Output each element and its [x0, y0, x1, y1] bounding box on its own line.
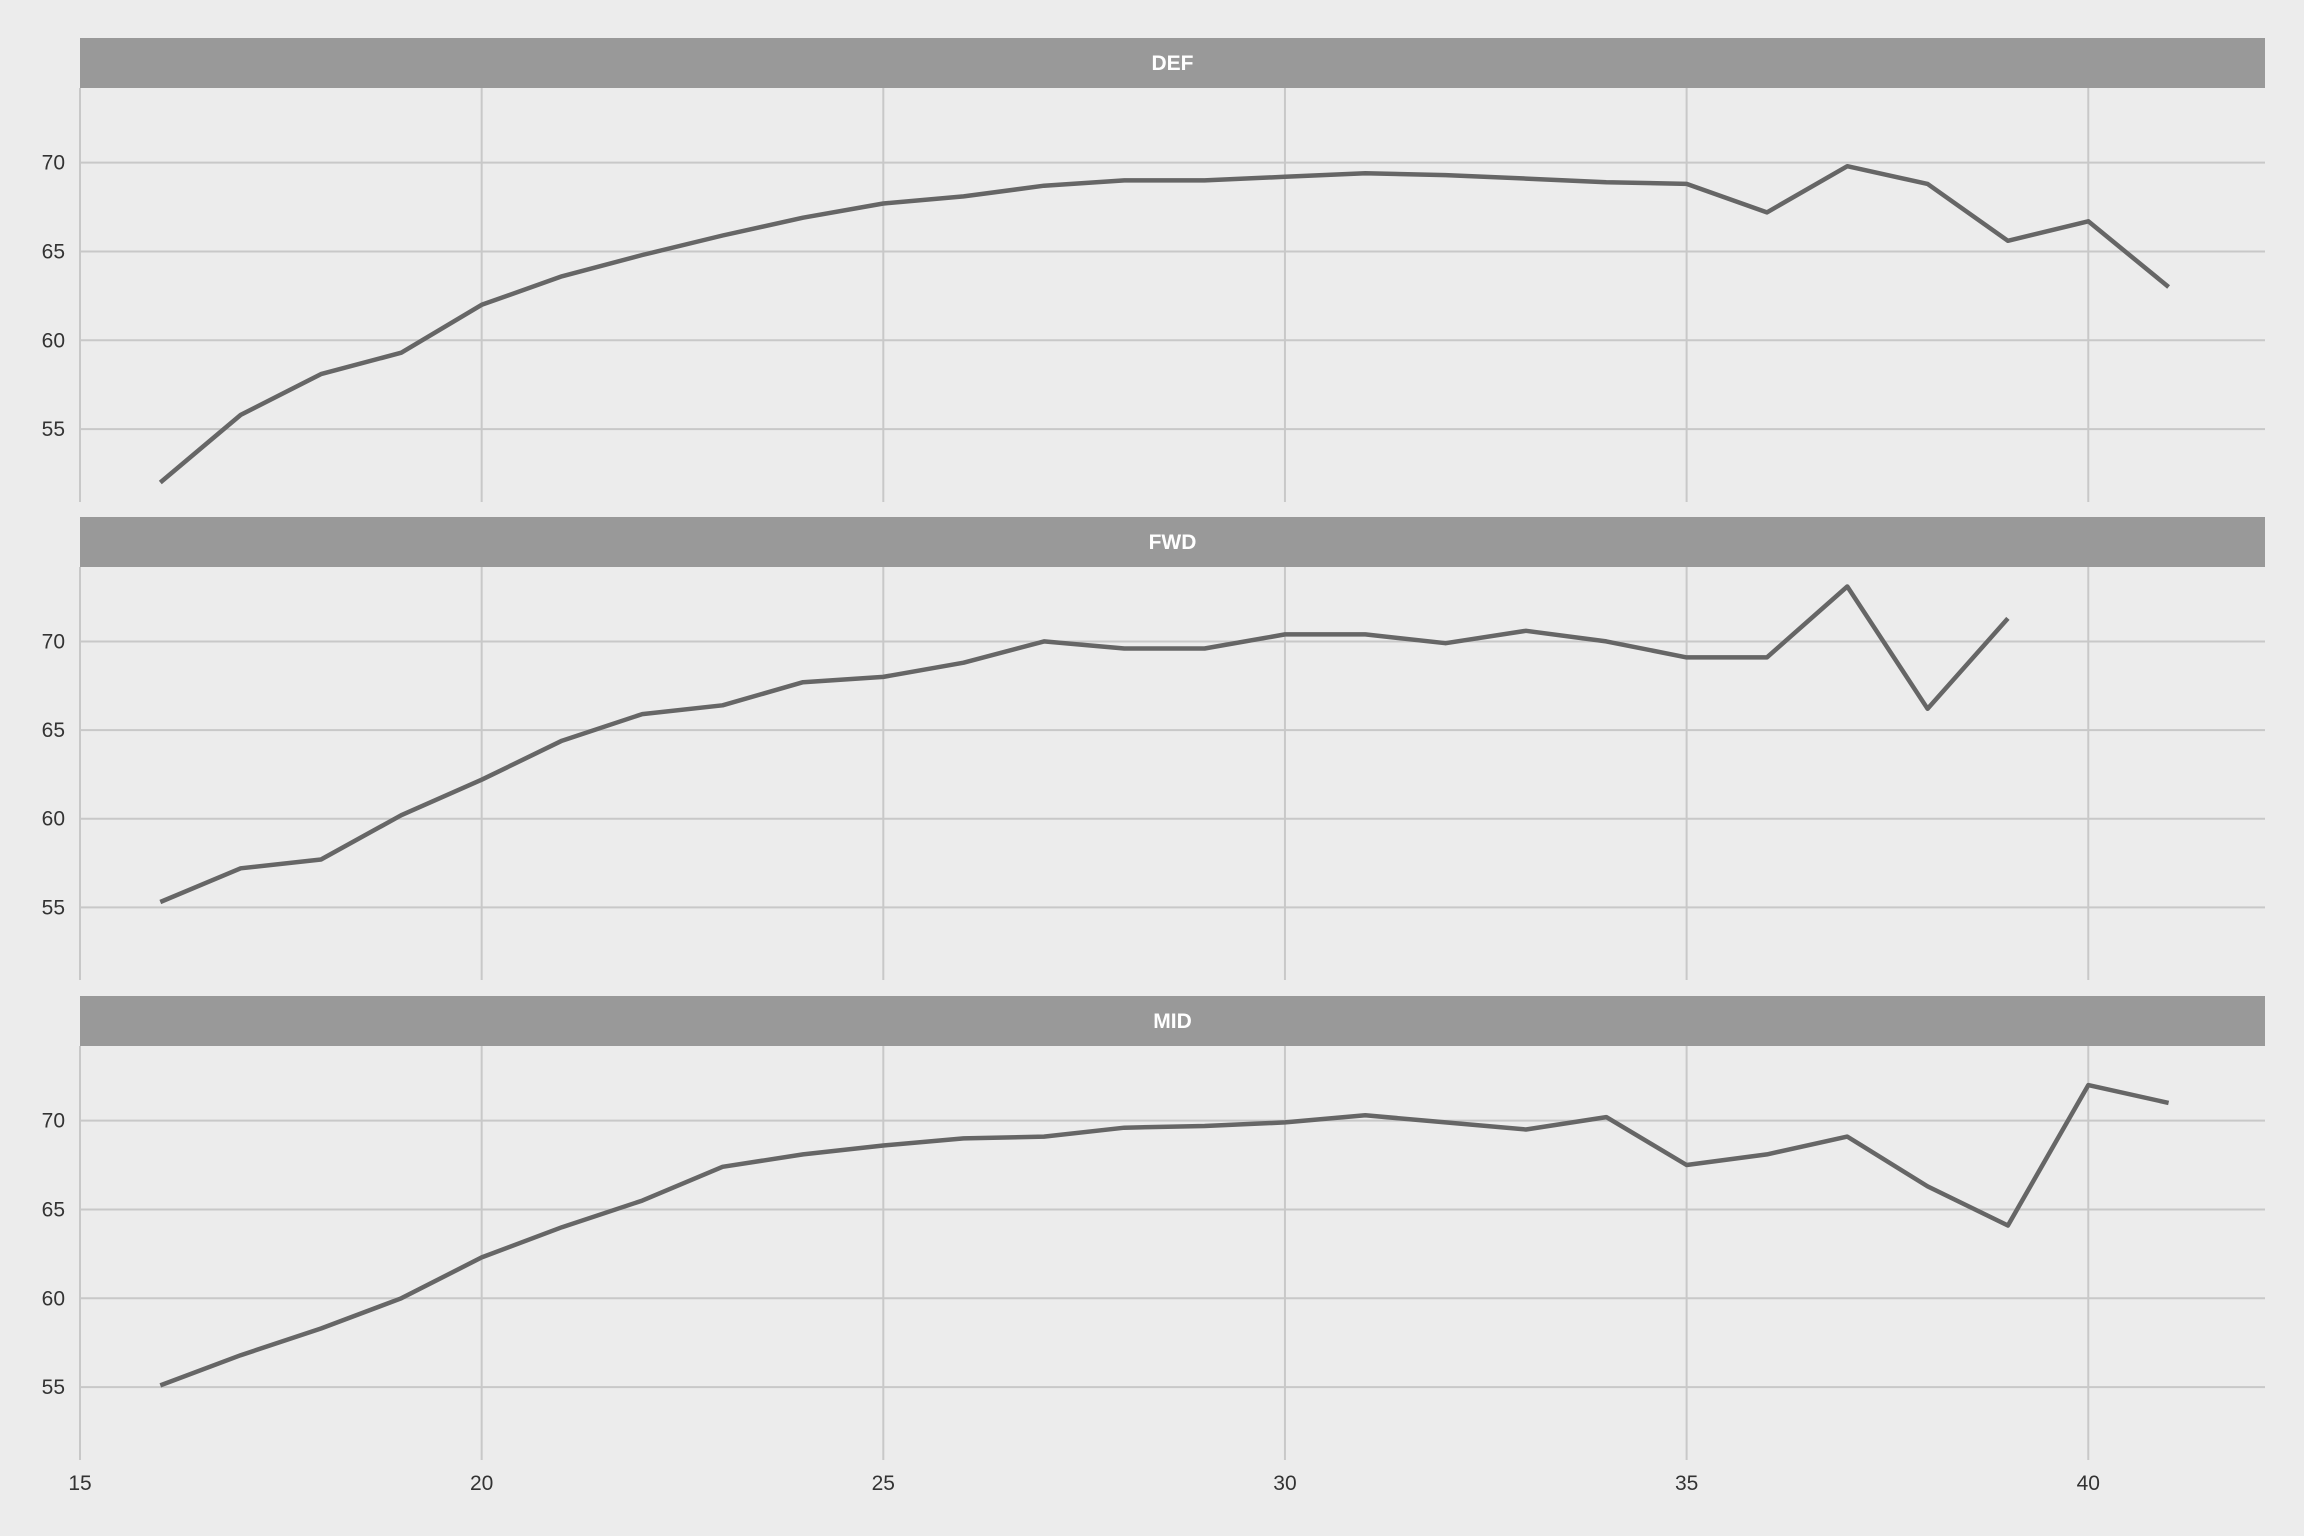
- panel-mid: MID 55 60 65 70 15 20 25 30 35 40: [42, 996, 2265, 1495]
- series-line-def: [158, 163, 2171, 485]
- panel-strip: [80, 996, 2265, 1046]
- panel-strip-label: FWD: [1149, 531, 1197, 554]
- x-tick-label: 40: [2077, 1472, 2100, 1495]
- y-tick-label: 70: [42, 630, 65, 653]
- y-tick-label: 60: [42, 808, 65, 831]
- y-tick-label: 55: [42, 418, 65, 441]
- x-tick-label: 35: [1675, 1472, 1698, 1495]
- y-tick-label: 55: [42, 1376, 65, 1399]
- x-tick-label: 30: [1273, 1472, 1296, 1495]
- series-line-mid: [159, 1082, 2170, 1388]
- panel-strip: [80, 38, 2265, 88]
- panel-strip: [80, 517, 2265, 567]
- series-line-fwd: [159, 584, 2010, 905]
- y-tick-label: 70: [42, 152, 65, 175]
- panel-strip-label: DEF: [1152, 52, 1194, 75]
- x-tick-label: 20: [470, 1472, 493, 1495]
- panel-strip-label: MID: [1153, 1010, 1192, 1033]
- x-tick-label: 25: [872, 1472, 895, 1495]
- panel-def: DEF 55 60 65 70: [42, 38, 2265, 502]
- y-tick-label: 65: [42, 719, 65, 742]
- y-tick-label: 60: [42, 1287, 65, 1310]
- y-tick-label: 55: [42, 896, 65, 919]
- panel-fwd: FWD 55 60 65 70: [42, 517, 2265, 980]
- x-tick-label: 15: [68, 1472, 91, 1495]
- y-tick-label: 70: [42, 1110, 65, 1133]
- y-tick-label: 60: [42, 329, 65, 352]
- y-tick-label: 65: [42, 240, 65, 263]
- y-tick-label: 65: [42, 1198, 65, 1221]
